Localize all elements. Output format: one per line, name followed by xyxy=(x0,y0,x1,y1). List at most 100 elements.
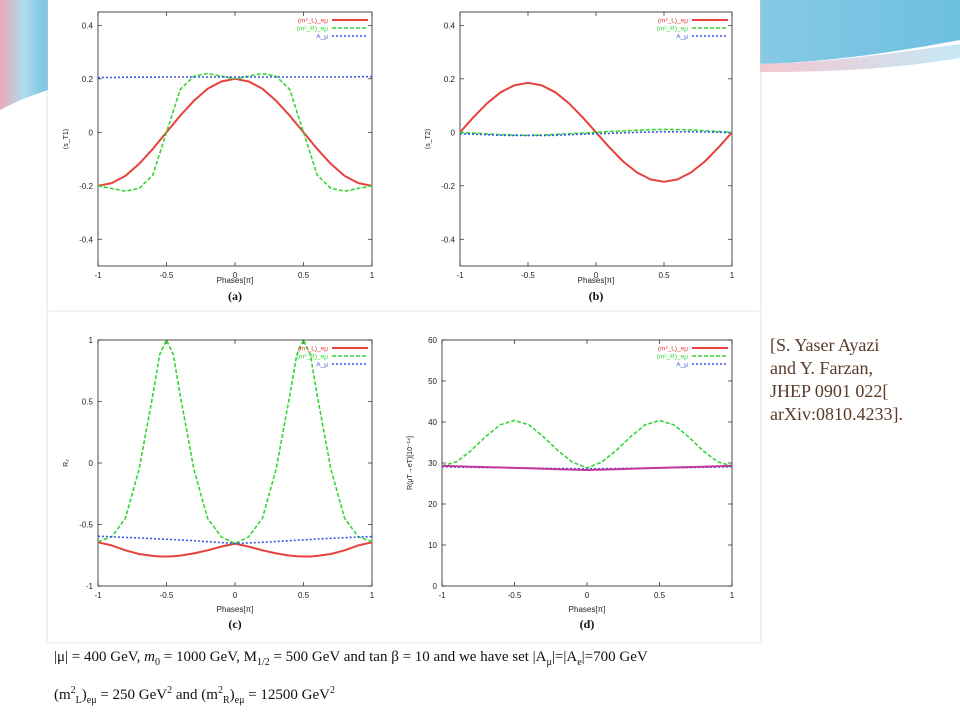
x-axis-label: Phases[π] xyxy=(217,605,254,614)
caption2-a-sub: L xyxy=(75,695,82,706)
plot-frame xyxy=(97,11,373,267)
citation-line-3: JHEP 0901 022[ xyxy=(770,381,889,401)
y-tick-label: -0.4 xyxy=(79,235,93,244)
x-tick-label: -1 xyxy=(94,271,102,280)
caption2-e-sub: eμ xyxy=(234,695,245,706)
y-tick-label: 0.5 xyxy=(82,398,94,407)
y-tick-label: -0.5 xyxy=(79,521,93,530)
legend-label-1: (m²_L)_eμ xyxy=(298,346,328,353)
legend-label-2: (m²_R)_eμ xyxy=(297,354,328,361)
caption-m0-val: = 1000 GeV, M xyxy=(160,649,257,665)
y-axis-label: R(μT→eT)[10⁻¹⁴] xyxy=(407,436,414,490)
x-tick-label: 0.5 xyxy=(658,271,670,280)
x-tick-label: 1 xyxy=(370,271,375,280)
x-tick-label: 0.5 xyxy=(298,271,310,280)
caption2-c-sup: 2 xyxy=(167,685,173,696)
chart-panel-3: -1 -0.5 0 0.5 10102030405060Phases[π]R(μT→eT… xyxy=(407,336,735,631)
caption-mu: |μ| = 400 GeV, xyxy=(54,649,145,665)
series-line-1 xyxy=(97,77,373,187)
x-tick-label: -0.5 xyxy=(160,591,174,600)
y-tick-label: 50 xyxy=(428,377,437,386)
legend-label-1: (m²_L)_eμ xyxy=(298,18,328,25)
caption-end: |=700 GeV xyxy=(581,649,648,665)
citation-line-4: arXiv:0810.4233]. xyxy=(770,404,903,424)
legend-label-1: (m²_L)_eμ xyxy=(658,18,688,25)
caption2-e: ) xyxy=(229,687,235,703)
x-axis-label: Phases[π] xyxy=(217,276,254,285)
caption2-d: and (m xyxy=(172,687,218,703)
legend-label-3: A_μ xyxy=(676,362,688,369)
legend-label-3: A_μ xyxy=(676,34,688,41)
legend-label-3: A_μ xyxy=(316,34,328,41)
figure-bottom-row: -1 -0.5 0 0.5 1 -1 -0.5 0 0.5 1 Phases[π] R₂ (c) (m²_… xyxy=(48,312,760,642)
x-tick-label: -0.5 xyxy=(160,271,174,280)
caption-amu-sub: μ xyxy=(546,657,552,668)
x-axis-label: Phases[π] xyxy=(578,276,615,285)
y-tick-label: 60 xyxy=(428,336,437,345)
y-axis-label: ⟨s_T1⟩ xyxy=(62,128,70,149)
plot-frame xyxy=(459,11,733,267)
panel-label: (b) xyxy=(589,289,604,303)
y-tick-label: 0.4 xyxy=(82,21,94,30)
series-line-1 xyxy=(459,81,733,183)
caption2-d-sub: R xyxy=(222,695,230,706)
x-tick-label: 0 xyxy=(594,271,599,280)
legend-label-2: (m²_R)_eμ xyxy=(297,26,328,33)
decorative-header-swoosh xyxy=(0,0,960,110)
chart-panel-1: -1 -0.5 0 0.5 1 -0.4 -0.2 0 0.2 0.4 Phases[π] ⟨s_T2… xyxy=(424,11,735,303)
caption-m12-val: = 500 GeV and tan β = 10 and we have set… xyxy=(269,649,547,665)
y-tick-label: 0 xyxy=(89,128,94,137)
chart-panel-2: -1 -0.5 0 0.5 1 -1 -0.5 0 0.5 1 Phases[π] R₂ (c) (m²_… xyxy=(63,336,375,631)
y-tick-label: -1 xyxy=(86,582,94,591)
y-tick-label: 10 xyxy=(428,541,437,550)
y-tick-label: 40 xyxy=(428,418,437,427)
x-tick-label: -1 xyxy=(456,271,464,280)
legend-label-3: A_μ xyxy=(316,362,328,369)
x-tick-label: 0.5 xyxy=(654,591,666,600)
series-line-2 xyxy=(97,72,373,192)
y-tick-label: 1 xyxy=(89,336,94,345)
parameter-caption-line-1: |μ| = 400 GeV, m0 = 1000 GeV, M1/2 = 500… xyxy=(54,649,648,668)
legend-label-2: (m²_R)_eμ xyxy=(657,354,688,361)
figure-top-row: -1 -0.5 0 0.5 1 -0.4 -0.2 0 0.2 0.4 Phases[π] ⟨s_T1… xyxy=(48,0,760,312)
y-axis-label: R₂ xyxy=(63,459,70,467)
caption2-f-sup: 2 xyxy=(330,685,335,696)
x-tick-label: 1 xyxy=(370,591,375,600)
panel-label: (c) xyxy=(228,617,241,631)
caption-ae-sub: e xyxy=(577,657,582,668)
y-tick-label: 0 xyxy=(451,128,456,137)
x-tick-label: 1 xyxy=(730,591,735,600)
series-line-1 xyxy=(97,541,373,558)
y-tick-label: -0.4 xyxy=(441,235,455,244)
citation-line-2: and Y. Farzan, xyxy=(770,358,873,378)
caption2-f: = 12500 GeV xyxy=(244,687,330,703)
y-tick-label: 0 xyxy=(433,582,438,591)
legend-label-2: (m²_R)_eμ xyxy=(657,26,688,33)
x-tick-label: -0.5 xyxy=(508,591,522,600)
y-tick-label: -0.2 xyxy=(79,182,93,191)
x-tick-label: -1 xyxy=(94,591,102,600)
plot-frame xyxy=(97,339,373,587)
series-line-2 xyxy=(441,419,733,469)
x-tick-label: -0.5 xyxy=(521,271,535,280)
parameter-caption-line-2: (m2L)eμ = 250 GeV2 and (m2R)eμ = 12500 G… xyxy=(50,681,392,710)
series-line-1 xyxy=(441,464,733,471)
caption-m12-sub: 1/2 xyxy=(256,657,270,668)
series-line-2 xyxy=(97,339,373,545)
caption-m0: m xyxy=(144,649,155,665)
figure-top-svg: -1 -0.5 0 0.5 1 -0.4 -0.2 0 0.2 0.4 Phases[π] ⟨s_T1… xyxy=(62,11,735,303)
plot-frame xyxy=(441,339,733,587)
y-tick-label: 0.2 xyxy=(82,75,94,84)
x-tick-label: 0 xyxy=(233,591,238,600)
x-tick-label: -1 xyxy=(438,591,446,600)
y-tick-label: 0 xyxy=(89,459,94,468)
x-tick-label: 1 xyxy=(730,271,735,280)
panel-label: (d) xyxy=(580,617,595,631)
x-axis-label: Phases[π] xyxy=(569,605,606,614)
caption2-a-sup: 2 xyxy=(70,685,76,696)
caption-mid: |=|A xyxy=(551,649,578,665)
y-tick-label: 0.4 xyxy=(444,21,456,30)
x-tick-label: 0.5 xyxy=(298,591,310,600)
y-tick-label: -0.2 xyxy=(441,182,455,191)
citation-line-1: [S. Yaser Ayazi xyxy=(770,335,880,355)
